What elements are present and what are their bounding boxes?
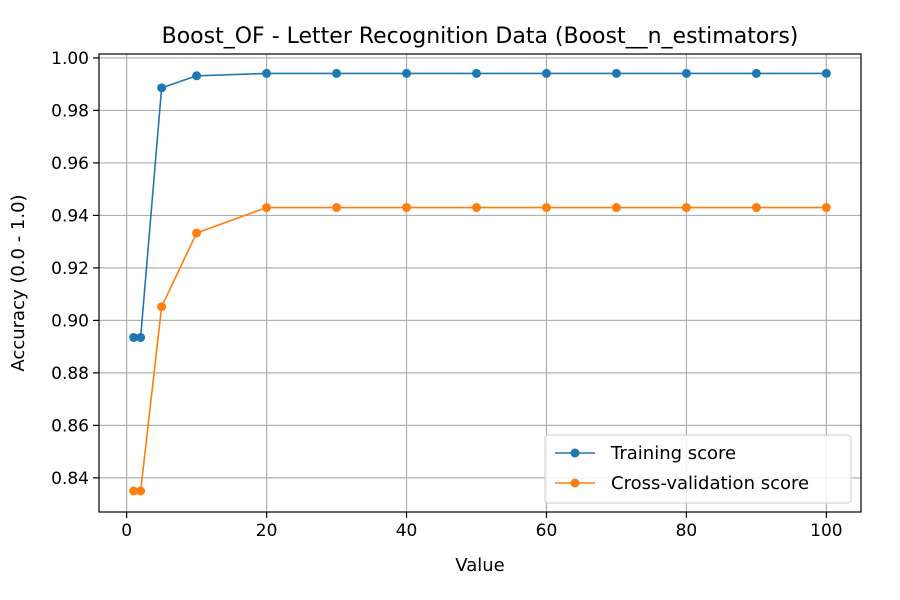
y-tick-label: 1.00 <box>51 49 89 69</box>
legend-marker <box>570 478 580 488</box>
legend-marker <box>570 448 580 458</box>
data-point <box>751 203 761 213</box>
x-tick-label: 40 <box>396 521 418 541</box>
y-tick-label: 0.92 <box>51 259 89 279</box>
x-tick-label: 20 <box>256 521 278 541</box>
series-training-score <box>129 68 831 342</box>
data-point <box>192 228 202 238</box>
plot-frame <box>98 53 862 513</box>
y-tick-label: 0.96 <box>51 154 89 174</box>
data-point <box>681 68 691 78</box>
data-point <box>402 68 412 78</box>
x-tick-label: 100 <box>810 521 842 541</box>
x-tick-label: 60 <box>536 521 558 541</box>
data-point <box>611 203 621 213</box>
data-point <box>129 486 139 496</box>
x-axis-label: Value <box>455 555 504 576</box>
data-point <box>821 203 831 213</box>
legend-box <box>544 434 852 504</box>
data-point <box>472 203 482 213</box>
x-tick-label: 0 <box>121 521 132 541</box>
data-point <box>136 486 146 496</box>
data-point <box>402 203 412 213</box>
y-axis-label: Accuracy (0.0 - 1.0) <box>8 194 29 371</box>
y-tick-label: 0.90 <box>51 311 89 331</box>
data-point <box>157 302 167 312</box>
y-axis: 0.84 0.86 0.88 0.90 0.92 0.94 0.96 0.98 1.00 <box>51 49 99 489</box>
data-point <box>136 332 146 342</box>
data-point <box>821 68 831 78</box>
data-point <box>262 203 272 213</box>
chart-title: Boost_OF - Letter Recognition Data (Boos… <box>162 24 799 49</box>
series-cross-validation-score <box>129 203 831 496</box>
x-axis: 0 20 40 60 80 100 <box>121 512 843 541</box>
data-point <box>129 332 139 342</box>
x-tick-label: 80 <box>676 521 698 541</box>
legend-label: Training score <box>610 443 736 464</box>
data-point <box>262 68 272 78</box>
data-point <box>332 203 342 213</box>
y-tick-label: 0.84 <box>51 469 89 489</box>
y-tick-label: 0.94 <box>51 206 89 226</box>
grid-lines <box>99 54 861 512</box>
data-point <box>611 68 621 78</box>
legend-label: Cross-validation score <box>611 473 809 494</box>
y-tick-label: 0.86 <box>51 416 89 436</box>
legend-entry: Cross-validation score <box>555 473 809 494</box>
data-point <box>681 203 691 213</box>
data-point <box>751 68 761 78</box>
data-point <box>192 71 202 81</box>
legend: Training score Cross-validation score <box>544 434 852 504</box>
legend-entry: Training score <box>555 443 736 464</box>
data-point <box>541 203 551 213</box>
y-tick-label: 0.98 <box>51 101 89 121</box>
series-layer <box>129 68 831 496</box>
data-point <box>472 68 482 78</box>
legend-items: Training score Cross-validation score <box>555 443 809 494</box>
plot-area <box>98 53 862 513</box>
y-tick-label: 0.88 <box>51 364 89 384</box>
data-point <box>541 68 551 78</box>
data-point <box>332 68 342 78</box>
data-point <box>157 83 167 93</box>
